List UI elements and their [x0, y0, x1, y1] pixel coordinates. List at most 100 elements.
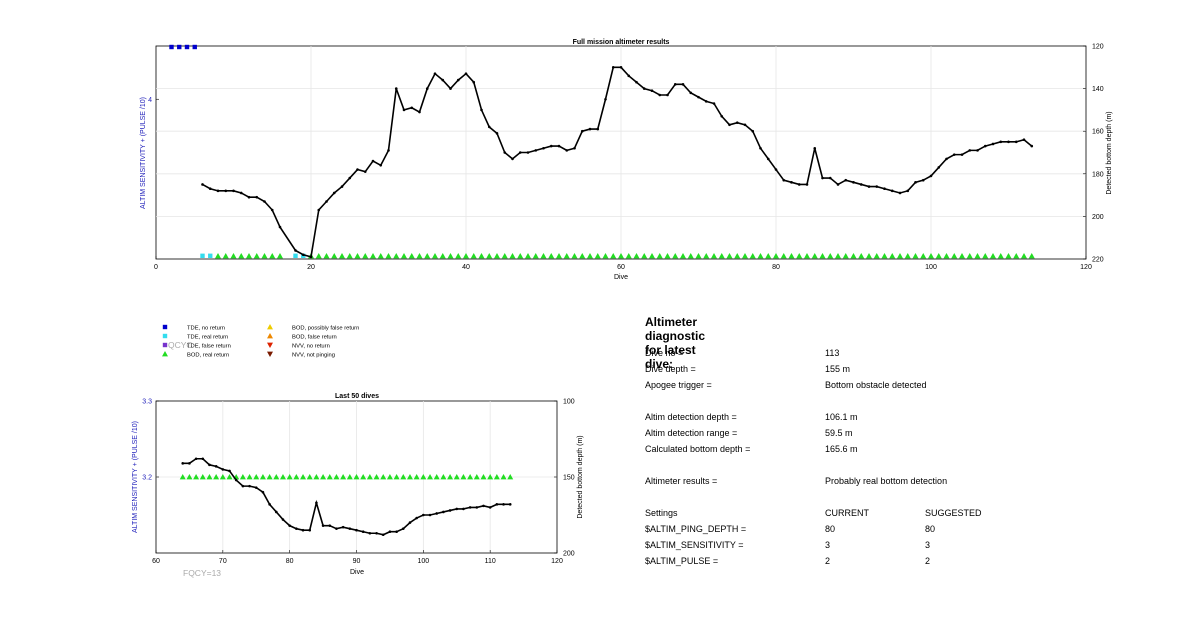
depth-point: [945, 157, 948, 161]
depth-point: [518, 151, 522, 154]
legend-label: NVV, no return: [292, 344, 330, 350]
depth-point: [852, 181, 855, 184]
bod-real-return-marker: [990, 253, 996, 259]
bod-real-return-marker: [703, 253, 710, 259]
y-right-tick-label: 200: [1092, 214, 1104, 221]
bod-real-return-marker: [765, 253, 772, 259]
depth-point: [228, 469, 231, 473]
bod-real-return-marker: [928, 253, 934, 259]
depth-point: [348, 527, 352, 530]
depth-point: [340, 185, 344, 188]
bod-real-return-marker: [625, 253, 632, 259]
depth-point: [379, 163, 383, 167]
bod-real-return-marker: [509, 253, 516, 259]
legend-overlay-text: QCYC: [168, 340, 193, 350]
settings-header-suggested: SUGGESTED: [925, 508, 982, 518]
bod-real-return-marker: [726, 253, 733, 259]
depth-point: [248, 484, 251, 488]
bod-real-return-marker: [889, 253, 896, 259]
bod-real-return-marker: [850, 253, 857, 259]
y-right-tick-label: 140: [1092, 86, 1104, 93]
bod-real-return-marker: [222, 253, 229, 259]
bod-real-return-marker: [400, 474, 407, 480]
x-tick-label: 110: [485, 558, 496, 565]
bod-real-return-marker: [618, 253, 624, 259]
depth-point: [278, 225, 282, 229]
y-left-tick-label: 3.2: [142, 475, 152, 482]
diag-value-apogee-trigger: Bottom obstacle detected: [825, 380, 927, 390]
depth-point: [673, 83, 677, 86]
bod-real-return-marker: [734, 253, 741, 259]
bod-real-return-marker: [835, 253, 841, 259]
diag-label-dive-depth: Dive depth =: [645, 364, 696, 374]
depth-point: [828, 176, 832, 180]
settings-header-current: CURRENT: [825, 508, 869, 518]
last-50-dives-chart: 60 70 80 90 100 110 120 100 150 200 3.2 3.3 Last 50…: [132, 393, 584, 578]
depth-point: [232, 189, 235, 193]
depth-point: [495, 132, 499, 135]
depth-point: [455, 507, 459, 511]
depth-point: [441, 78, 445, 82]
bod-real-return-marker: [279, 474, 286, 480]
bod-real-return-marker: [525, 253, 531, 259]
depth-point: [658, 93, 662, 97]
bod-real-return-marker: [213, 474, 220, 480]
depth-point: [526, 151, 530, 154]
depth-point: [495, 503, 499, 506]
y-left-tick-label: 4: [148, 97, 152, 104]
depth-point: [442, 510, 445, 514]
depth-point: [790, 181, 793, 184]
depth-point: [363, 170, 367, 173]
depth-point: [214, 465, 218, 468]
depth-point: [968, 149, 972, 152]
bod-real-return-marker: [239, 474, 246, 480]
bod-real-return-marker: [866, 253, 872, 259]
depth-point: [208, 187, 212, 191]
depth-point: [774, 168, 778, 171]
bod-real-return-marker: [354, 253, 361, 259]
depth-point: [408, 521, 412, 524]
depth-point: [534, 149, 538, 152]
x-tick-label: 70: [219, 558, 227, 565]
depth-point: [751, 129, 755, 133]
depth-point: [355, 528, 358, 532]
bod-real-return-marker: [773, 253, 779, 259]
depth-point: [201, 457, 205, 461]
bod-real-return-marker: [757, 253, 764, 259]
depth-point: [666, 93, 669, 97]
depth-point: [627, 74, 631, 78]
depth-point: [619, 66, 623, 69]
depth-point: [976, 149, 979, 152]
depth-point: [883, 187, 886, 191]
bod-real-return-marker: [416, 253, 423, 259]
bod-real-return-marker: [695, 253, 702, 259]
depth-point: [422, 513, 425, 517]
bod-real-return-marker: [277, 253, 283, 259]
depth-point: [288, 524, 291, 527]
y-right-tick-label: 180: [1092, 171, 1104, 178]
depth-point: [395, 530, 398, 534]
depth-point: [301, 253, 305, 257]
bod-real-return-marker: [974, 253, 981, 259]
depth-point: [573, 146, 576, 150]
depth-point: [728, 123, 731, 127]
depth-point: [681, 83, 685, 86]
bod-real-return-marker: [664, 253, 671, 259]
full-mission-ylabel-left: ALTIM SENSITIVITY + (PULSE /10): [140, 97, 147, 209]
bod-real-return-marker: [556, 253, 562, 259]
depth-point: [890, 189, 894, 193]
bod-real-return-marker: [827, 253, 834, 259]
depth-point: [914, 181, 917, 184]
depth-point: [735, 121, 739, 124]
bod-real-return-marker: [293, 474, 300, 480]
tde-real-return-marker: [200, 253, 205, 258]
bod-real-return-marker: [393, 253, 400, 259]
diag-value-dive-no: 113: [825, 348, 840, 358]
bod-real-return-marker: [501, 253, 508, 259]
depth-point: [181, 462, 185, 465]
depth-point: [328, 524, 332, 527]
depth-point: [611, 66, 615, 69]
depth-point: [844, 178, 848, 182]
legend: QCYC TDE, no return TDE, real return TDE, …: [162, 324, 359, 359]
depth-point: [387, 149, 390, 152]
